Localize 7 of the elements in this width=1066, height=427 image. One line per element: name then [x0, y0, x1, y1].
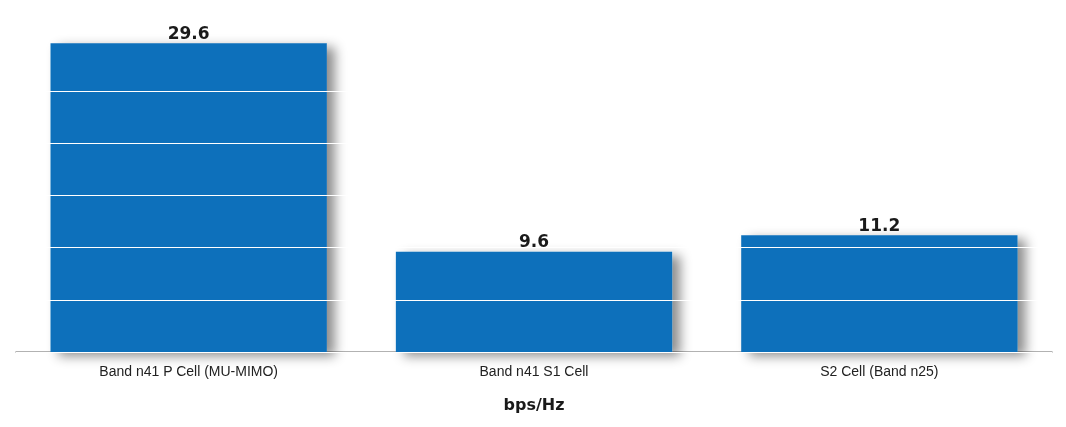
data-label: 29.6 [167, 22, 210, 43]
x-axis-title: bps/Hz [503, 394, 565, 414]
x-tick-label: S2 Cell (Band n25) [820, 363, 939, 379]
x-tick-label: Band n41 P Cell (MU-MIMO) [99, 363, 279, 379]
data-label: 9.6 [518, 231, 550, 252]
x-tick-label: Band n41 S1 Cell [479, 363, 589, 379]
data-label: 11.2 [858, 214, 901, 235]
